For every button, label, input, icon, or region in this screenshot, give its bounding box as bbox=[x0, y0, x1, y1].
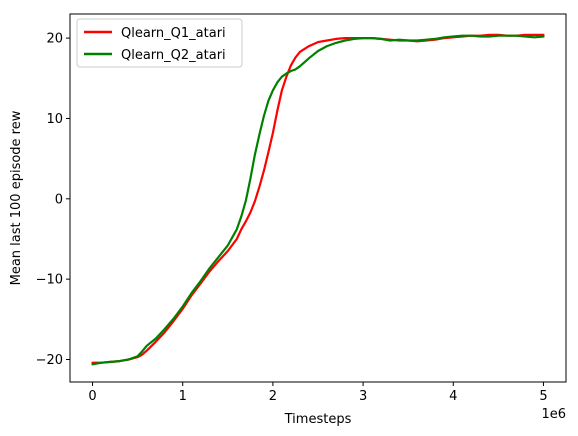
x-tick-label: 2 bbox=[269, 389, 277, 404]
plot-area-frame bbox=[69, 13, 567, 383]
x-tick-label: 1 bbox=[179, 389, 187, 404]
series-layer bbox=[91, 33, 545, 366]
legend-label-q1: Qlearn_Q1_atari bbox=[121, 26, 226, 41]
legend-label-q2: Qlearn_Q2_atari bbox=[121, 48, 226, 63]
y-tick-label: 10 bbox=[46, 112, 63, 127]
x-axis-offset-text: 1e6 bbox=[541, 407, 566, 422]
x-axis-label: Timesteps bbox=[284, 412, 352, 427]
y-tick-label: 20 bbox=[46, 32, 63, 47]
legend: Qlearn_Q1_atari Qlearn_Q2_atari bbox=[76, 18, 243, 68]
y-axis-ticks: −20 −10 0 10 20 bbox=[36, 32, 70, 368]
y-tick-label: −20 bbox=[36, 353, 63, 368]
y-tick-label: −10 bbox=[36, 273, 63, 288]
plot-area-background bbox=[70, 14, 566, 382]
series-line-2 bbox=[91, 34, 545, 366]
x-tick-label: 5 bbox=[539, 389, 547, 404]
y-tick-label: 0 bbox=[55, 192, 63, 207]
x-tick-label: 0 bbox=[88, 389, 96, 404]
x-tick-label: 4 bbox=[449, 389, 457, 404]
x-axis-ticks: 0 1 2 3 4 5 bbox=[88, 382, 548, 404]
y-axis-label: Mean last 100 episode rew bbox=[9, 110, 24, 285]
x-tick-label: 3 bbox=[359, 389, 367, 404]
legend-box bbox=[76, 18, 243, 68]
